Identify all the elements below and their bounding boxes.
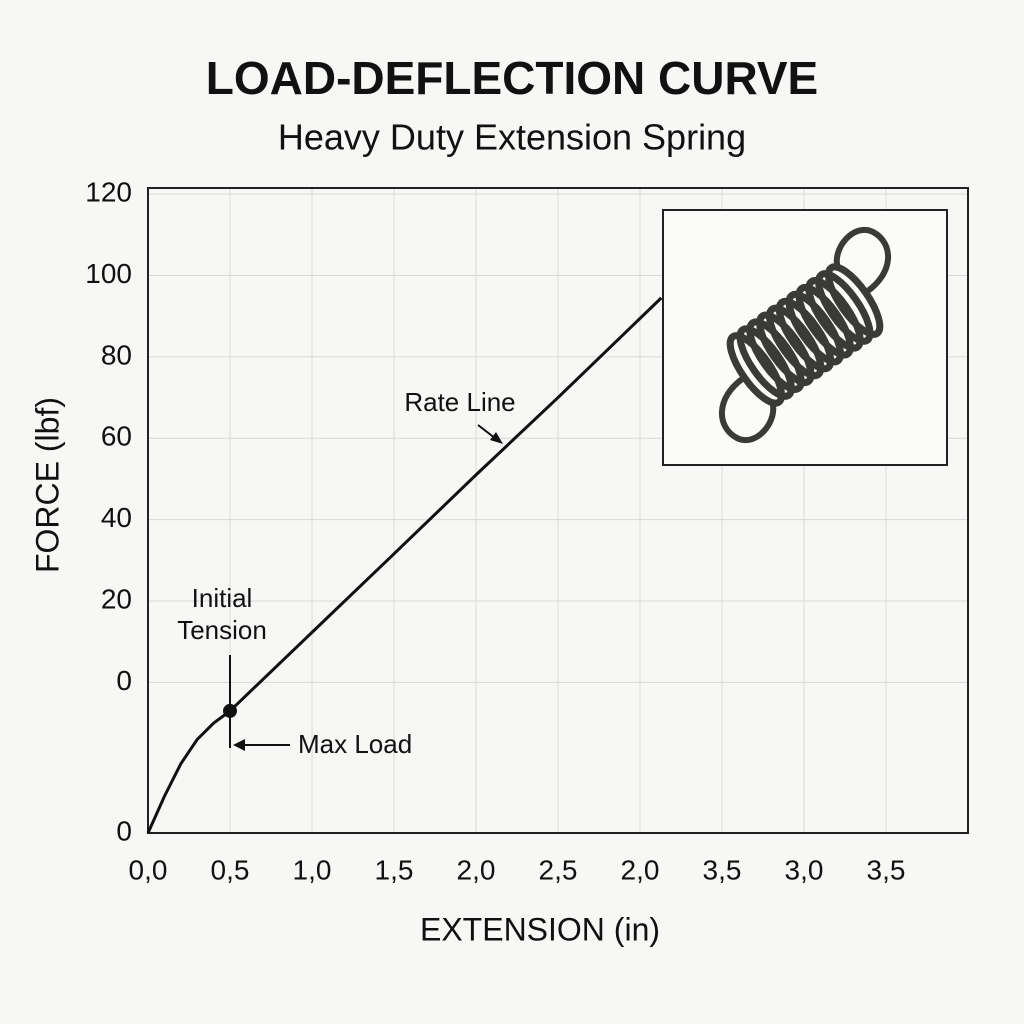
y-tick-label: 80	[101, 339, 132, 370]
y-tick-label: 60	[101, 421, 132, 452]
y-tick-label: 120	[85, 176, 132, 207]
y-tick-label: 0	[116, 815, 132, 846]
x-tick-label: 1,5	[375, 854, 414, 885]
x-tick-label: 3,5	[867, 854, 906, 885]
x-tick-label: 2,0	[621, 854, 660, 885]
y-tick-label: 100	[85, 258, 132, 289]
y-axis-label: FORCE (lbf)	[29, 397, 65, 573]
x-tick-label: 2,0	[457, 854, 496, 885]
x-tick-label: 3,0	[785, 854, 824, 885]
x-tick-label: 1,0	[293, 854, 332, 885]
y-tick-label: 20	[101, 583, 132, 614]
chart-title: LOAD-DEFLECTION CURVE	[206, 52, 819, 104]
annotation: Initial Tension	[177, 583, 267, 645]
x-tick-label: 0,5	[211, 854, 250, 885]
x-axis-label: EXTENSION (in)	[420, 911, 660, 947]
spring-illustration	[718, 227, 892, 443]
x-tick-label: 0,0	[129, 854, 168, 885]
plot	[146, 296, 663, 834]
chart-subtitle: Heavy Duty Extension Spring	[278, 117, 746, 158]
annotation: Rate Line	[404, 387, 515, 417]
inset	[662, 209, 948, 466]
annotation: Max Load	[298, 729, 412, 759]
arrow-head	[490, 432, 503, 444]
arrow-head	[233, 739, 245, 751]
x-tick-label: 2,5	[539, 854, 578, 885]
x-tick-label: 3,5	[703, 854, 742, 885]
plot-frame	[147, 187, 969, 834]
initial-tension-point	[223, 703, 237, 718]
y-tick-label: 40	[101, 502, 132, 533]
y-tick-label: 0	[116, 665, 132, 696]
